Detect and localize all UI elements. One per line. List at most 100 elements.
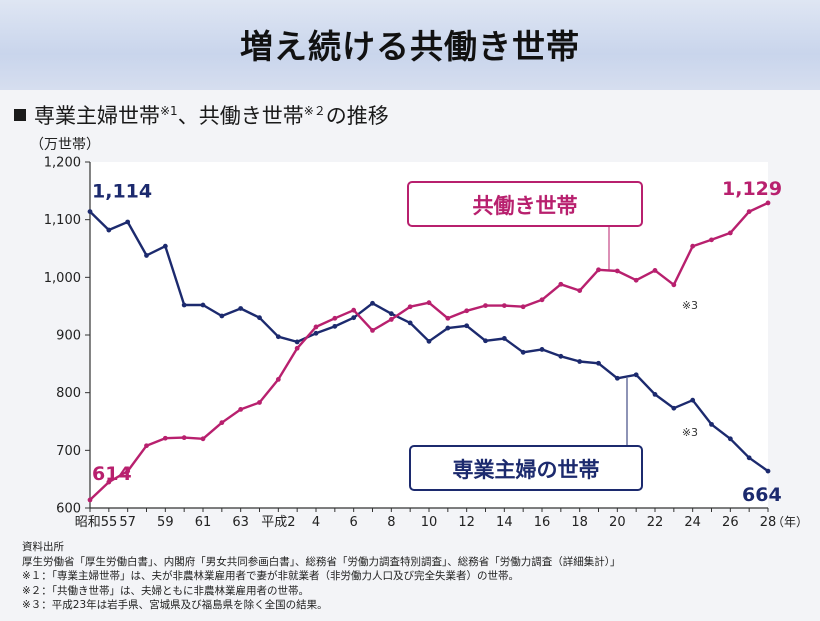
title-band [0, 0, 820, 90]
data-point [520, 304, 526, 310]
data-point [257, 400, 262, 405]
bullet-square-icon [14, 109, 26, 121]
legend-box [409, 445, 643, 491]
data-point [765, 468, 771, 474]
subtitle-part2: 、共働き世帯 [177, 104, 304, 128]
data-point [407, 320, 413, 326]
notes-heading: 資料出所 [22, 541, 64, 553]
y-tick-label: 1,200 [44, 156, 81, 171]
x-tick-label: 63 [232, 515, 249, 530]
data-point [483, 338, 488, 344]
data-point [351, 307, 357, 313]
notes-note1: ※１：「専業主婦世帯」は、夫が非農林業雇用者で妻が非就業者（非労働力人口及び完全… [22, 570, 520, 582]
data-point [388, 317, 394, 322]
data-point [501, 336, 507, 341]
data-point [426, 338, 432, 344]
data-point [144, 253, 149, 258]
series-start-label: 614 [92, 463, 132, 485]
x-tick-label: 14 [496, 515, 513, 530]
subtitle-note1: ※1 [160, 104, 178, 118]
missing-data-note: ※3 [682, 426, 698, 439]
x-tick-label: 26 [722, 515, 739, 530]
data-point [558, 281, 564, 287]
source-notes: 資料出所 厚生労働省「厚生労働白書」、内閣府「男女共同参画白書」、総務省「労働力… [22, 540, 812, 613]
data-point [200, 436, 206, 442]
data-point [162, 243, 168, 249]
data-point [464, 323, 470, 329]
data-point [332, 323, 338, 329]
notes-source: 厚生労働省「厚生労働白書」、内閣府「男女共同参画白書」、総務省「労働力調査特別調… [22, 555, 621, 568]
x-tick-label: 22 [647, 515, 664, 530]
data-point [501, 303, 507, 308]
data-point [709, 237, 714, 243]
x-tick-label: 6 [350, 515, 358, 530]
data-point [633, 277, 639, 283]
y-axis-unit-label: （万世帯） [30, 137, 100, 153]
data-point [539, 297, 545, 303]
data-point [370, 327, 375, 333]
subtitle-note2: ※２ [303, 104, 326, 118]
x-tick-label: 24 [684, 515, 701, 530]
data-point [219, 420, 225, 426]
data-point [181, 435, 187, 441]
x-tick-label: 8 [387, 515, 395, 530]
data-point [370, 300, 375, 306]
data-point [539, 347, 545, 352]
data-point [219, 313, 225, 319]
data-point [87, 497, 93, 503]
data-point [614, 268, 620, 274]
x-tick-label: 4 [312, 515, 320, 530]
data-point [238, 406, 244, 412]
data-point [407, 304, 413, 310]
y-tick-label: 600 [56, 502, 81, 517]
data-point [181, 302, 187, 308]
x-tick-label: 昭和55 [75, 515, 118, 530]
x-tick-label: 61 [195, 515, 212, 530]
data-point [614, 375, 620, 381]
legend-box [407, 181, 643, 227]
data-point [727, 436, 733, 442]
data-point [445, 325, 451, 331]
y-tick-label: 900 [56, 329, 81, 344]
data-point [125, 468, 131, 474]
data-point [633, 372, 639, 378]
y-tick-label: 1,000 [44, 271, 81, 286]
data-point [125, 219, 131, 225]
missing-data-note: ※3 [682, 299, 698, 312]
data-point [596, 267, 601, 273]
data-point [313, 330, 319, 336]
data-point [690, 397, 696, 403]
data-point [652, 268, 658, 273]
x-tick-label: 18 [571, 515, 588, 530]
series-end-label: 664 [742, 484, 782, 506]
data-point [275, 334, 281, 340]
data-point [483, 303, 488, 308]
data-point [332, 315, 338, 321]
data-point [388, 311, 394, 317]
data-point [727, 230, 733, 236]
data-point [671, 282, 677, 288]
series-start-label: 1,114 [92, 181, 152, 203]
data-point [238, 306, 244, 311]
legend-label: 共働き世帯 [473, 194, 578, 218]
data-point [106, 227, 112, 233]
y-tick-label: 700 [56, 444, 81, 459]
data-point [144, 443, 149, 449]
data-point [671, 405, 677, 411]
data-point [577, 359, 583, 364]
x-tick-label: 12 [458, 515, 475, 530]
data-point [709, 421, 714, 427]
data-point [313, 324, 319, 330]
data-point [426, 300, 432, 306]
page-title: 増え続ける共働き世帯 [240, 27, 580, 66]
notes-note2: ※２：「共働き世帯」は、夫婦ともに非農林業雇用者の世帯。 [22, 584, 310, 597]
data-point [445, 315, 451, 321]
x-tick-label: 平成2 [261, 515, 295, 530]
chart-subtitle: 専業主婦世帯※1、共働き世帯※２の推移 [14, 100, 389, 128]
x-tick-label: 57 [119, 515, 136, 530]
data-point [257, 315, 262, 321]
data-point [596, 360, 601, 366]
subtitle-part1: 専業主婦世帯 [34, 104, 160, 128]
data-point [690, 243, 696, 249]
y-tick-label: 800 [56, 386, 81, 401]
